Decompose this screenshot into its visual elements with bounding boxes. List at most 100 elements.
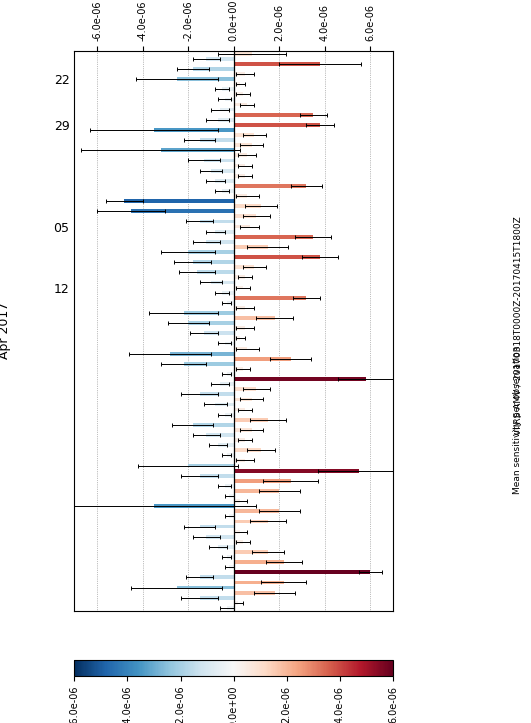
Bar xyxy=(234,336,241,341)
Bar xyxy=(188,321,234,325)
Bar xyxy=(193,260,234,264)
Bar xyxy=(234,438,245,442)
Bar xyxy=(200,393,234,396)
Bar xyxy=(234,346,247,351)
Bar xyxy=(170,352,234,356)
Bar xyxy=(234,153,247,158)
Bar xyxy=(216,403,234,406)
Bar xyxy=(184,311,234,315)
Bar xyxy=(234,560,284,564)
Bar xyxy=(234,215,256,218)
Bar xyxy=(234,520,268,523)
Bar xyxy=(193,67,234,71)
Bar xyxy=(234,245,268,249)
Bar xyxy=(234,357,290,361)
Bar xyxy=(234,601,238,604)
Bar xyxy=(234,428,252,432)
Bar xyxy=(220,382,234,386)
Bar xyxy=(207,433,234,437)
Bar xyxy=(225,484,234,488)
Bar xyxy=(200,525,234,529)
Bar xyxy=(200,138,234,142)
Bar xyxy=(227,606,234,609)
Bar xyxy=(234,265,254,269)
Bar xyxy=(234,93,243,96)
Bar xyxy=(234,388,256,391)
Bar xyxy=(234,499,241,503)
Bar xyxy=(234,367,243,371)
Bar xyxy=(227,301,234,304)
Bar xyxy=(222,189,234,193)
Bar xyxy=(234,225,250,228)
Bar xyxy=(211,281,234,284)
Bar xyxy=(216,179,234,183)
Bar xyxy=(229,515,234,518)
Bar xyxy=(229,494,234,498)
Bar xyxy=(227,555,234,559)
Bar xyxy=(188,463,234,468)
Bar xyxy=(234,174,245,178)
Bar xyxy=(234,113,313,116)
Bar xyxy=(234,143,252,147)
Bar xyxy=(234,469,359,473)
Text: Mean sensitivity per observation: Mean sensitivity per observation xyxy=(513,345,522,494)
Bar xyxy=(234,72,245,76)
Bar xyxy=(234,316,275,320)
Bar xyxy=(234,103,247,106)
Bar xyxy=(234,205,261,208)
Bar xyxy=(207,57,234,61)
Text: VIIRS AMV / 20170318T0000Z-20170415T1800Z: VIIRS AMV / 20170318T0000Z-20170415T1800… xyxy=(513,216,522,435)
Bar xyxy=(124,200,234,203)
Bar xyxy=(234,235,313,239)
Bar xyxy=(234,326,245,330)
Bar xyxy=(216,230,234,234)
Bar xyxy=(225,413,234,416)
Bar xyxy=(234,570,370,574)
Bar xyxy=(234,540,243,544)
Bar xyxy=(197,270,234,274)
Bar xyxy=(234,184,306,188)
Bar xyxy=(154,504,234,508)
Bar xyxy=(234,489,279,493)
Bar xyxy=(193,423,234,427)
Bar xyxy=(225,341,234,346)
Bar xyxy=(234,296,306,299)
Bar xyxy=(161,148,234,152)
Bar xyxy=(222,87,234,91)
Bar xyxy=(218,545,234,549)
Bar xyxy=(234,62,320,66)
Bar xyxy=(234,306,245,309)
Bar xyxy=(177,586,234,589)
Bar xyxy=(234,510,279,513)
Bar xyxy=(234,377,366,381)
Bar xyxy=(234,133,254,137)
Bar xyxy=(234,275,245,279)
Bar xyxy=(234,448,261,452)
Bar xyxy=(234,581,284,584)
Text: Apr 2017: Apr 2017 xyxy=(0,302,11,359)
Bar xyxy=(200,576,234,579)
Bar xyxy=(207,535,234,539)
Bar xyxy=(227,372,234,376)
Bar xyxy=(211,168,234,173)
Bar xyxy=(234,286,243,289)
Bar xyxy=(234,530,241,534)
Bar xyxy=(218,118,234,121)
Bar xyxy=(207,240,234,244)
Bar xyxy=(184,362,234,366)
Bar xyxy=(220,108,234,111)
Bar xyxy=(227,453,234,457)
Bar xyxy=(234,479,290,483)
Bar xyxy=(234,418,268,422)
Bar xyxy=(218,443,234,447)
Bar xyxy=(222,291,234,294)
Bar xyxy=(234,82,241,86)
Bar xyxy=(200,220,234,223)
Bar xyxy=(204,331,234,335)
Bar xyxy=(234,458,245,462)
Bar xyxy=(204,158,234,163)
Bar xyxy=(234,408,245,411)
Bar xyxy=(234,398,252,401)
Bar xyxy=(234,255,320,259)
Bar xyxy=(234,550,268,554)
